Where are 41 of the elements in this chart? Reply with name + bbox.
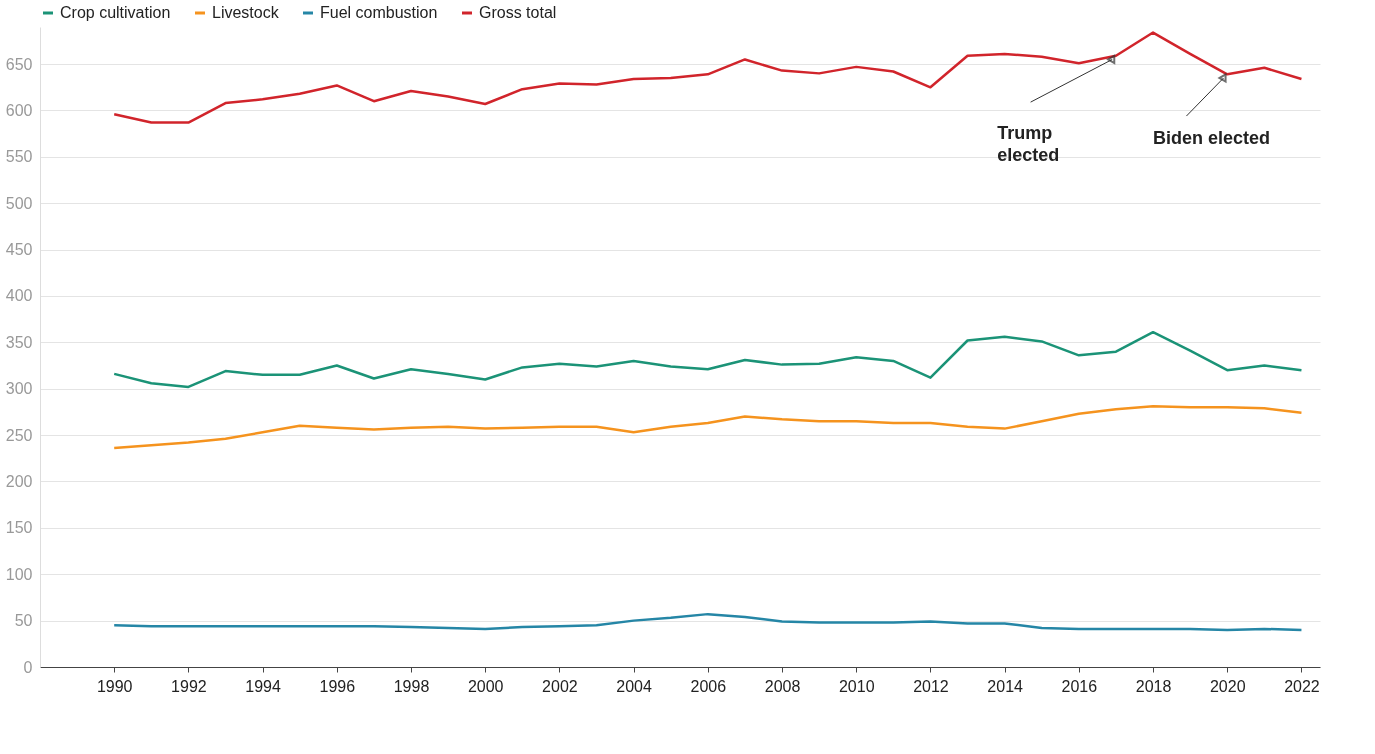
x-tick-label: 2000 xyxy=(467,677,504,695)
y-tick-label: 450 xyxy=(5,241,33,259)
y-tick-label: 650 xyxy=(5,55,33,73)
y-tick-label: 500 xyxy=(5,194,33,212)
x-tick-label: 2022 xyxy=(1284,677,1320,695)
x-tick-label: 2020 xyxy=(1209,677,1246,695)
annotation: Trump elected xyxy=(997,123,1060,166)
x-tick-label: 2008 xyxy=(764,677,801,695)
x-tick-label: 2004 xyxy=(616,677,653,695)
y-tick-label: 250 xyxy=(5,426,33,444)
y-tick-label: 50 xyxy=(14,612,33,630)
annotation: Biden elected xyxy=(1153,127,1271,148)
x-tick-label: 2016 xyxy=(1061,677,1098,695)
x-tick-label: 2018 xyxy=(1135,677,1172,695)
x-tick-label: 1998 xyxy=(393,677,430,695)
y-tick-label: 100 xyxy=(5,565,33,583)
x-tick-label: 1994 xyxy=(245,677,282,695)
x-tick-label: 1996 xyxy=(319,677,356,695)
y-tick-label: 0 xyxy=(23,658,33,676)
line-series xyxy=(112,31,1303,124)
x-tick-label: 2010 xyxy=(838,677,875,695)
y-tick-label: 150 xyxy=(5,519,33,537)
y-tick-label: 200 xyxy=(5,472,33,490)
legend-label: Crop cultivation xyxy=(60,4,171,21)
y-tick-label: 550 xyxy=(5,148,33,166)
x-tick-label: 1992 xyxy=(171,677,207,695)
x-tick-label: 2012 xyxy=(913,677,949,695)
x-tick-label: 2002 xyxy=(542,677,578,695)
x-tick-label: 2014 xyxy=(987,677,1024,695)
y-tick-label: 350 xyxy=(5,333,33,351)
y-tick-label: 400 xyxy=(5,287,33,305)
y-tick-label: 600 xyxy=(5,101,33,119)
line-series xyxy=(112,612,1303,632)
legend-label: Livestock xyxy=(212,4,280,21)
x-tick-label: 1990 xyxy=(96,677,133,695)
legend-label: Gross total xyxy=(479,4,557,21)
line-series xyxy=(112,405,1303,450)
line-series xyxy=(112,330,1303,389)
legend-label: Fuel combustion xyxy=(320,4,438,21)
x-tick-label: 2006 xyxy=(690,677,727,695)
y-tick-label: 300 xyxy=(5,380,33,398)
